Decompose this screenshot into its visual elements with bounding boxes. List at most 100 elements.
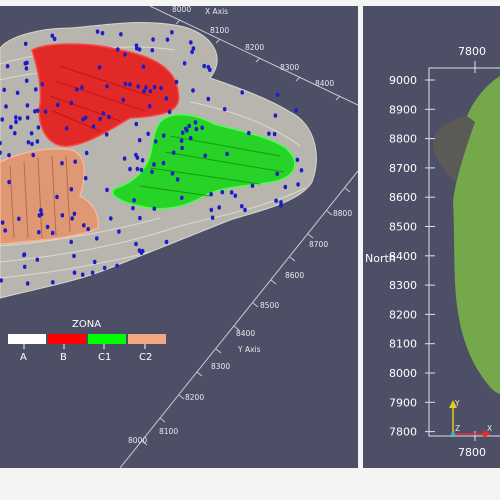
y-tick-8400: 8400 <box>236 329 255 338</box>
x-axis-ticks: 8000 X Axis 8100 8200 8300 8400 <box>172 6 341 101</box>
drill-hole-dot <box>190 49 194 55</box>
drill-hole-dot <box>210 215 215 220</box>
drill-hole-dot <box>267 131 271 136</box>
drill-hole-dot <box>9 124 13 130</box>
drill-hole-dot <box>184 126 188 131</box>
drill-hole-dot <box>34 87 38 92</box>
drill-hole-dot <box>180 195 184 200</box>
drill-hole-dot <box>208 67 212 72</box>
drill-hole-dot <box>141 64 146 69</box>
orientation-triad: Y Z X <box>449 399 492 438</box>
drill-hole-dot <box>86 226 90 232</box>
drill-hole-dot <box>50 230 55 236</box>
drill-hole-dot <box>60 161 64 166</box>
drill-hole-dot <box>13 131 17 136</box>
drill-hole-dot <box>121 97 126 103</box>
drill-hole-dot <box>136 84 140 89</box>
zone-b-region <box>31 43 180 147</box>
drill-hole-dot <box>92 259 97 265</box>
drill-hole-dot <box>250 183 255 188</box>
drill-hole-dot <box>276 92 280 98</box>
zone-c1-region <box>111 113 296 210</box>
drill-hole-dot <box>101 111 106 116</box>
y-tick-8700: 8700 <box>309 240 328 249</box>
y-axis-line <box>119 170 358 468</box>
drill-hole-dot <box>140 158 145 163</box>
drill-hole-dot <box>171 150 176 155</box>
drill-hole-dot <box>222 107 227 112</box>
drill-hole-dot <box>229 190 234 195</box>
drill-hole-dot <box>52 36 57 42</box>
legend-swatch-a <box>8 334 46 344</box>
drill-hole-dot <box>75 87 79 92</box>
drill-hole-dot <box>134 241 138 247</box>
drill-hole-dot <box>72 211 77 216</box>
x-axis-title: X Axis <box>205 7 228 16</box>
drill-hole-dot <box>15 90 20 96</box>
drill-hole-dot <box>144 85 148 90</box>
drill-hole-dot <box>193 120 198 125</box>
drill-hole-dot <box>25 281 30 286</box>
drill-hole-dot <box>80 85 84 90</box>
drill-hole-dot <box>90 270 95 275</box>
drill-hole-dot <box>202 63 206 69</box>
drill-hole-dot <box>180 145 184 151</box>
drill-hole-dot <box>0 220 5 225</box>
legend-swatch-c1 <box>88 334 126 344</box>
drill-hole-dot <box>203 153 207 158</box>
x-tick-8200: 8200 <box>245 43 264 52</box>
drill-hole-dot <box>179 138 184 143</box>
north-tick-label: 8600 <box>389 191 417 204</box>
drill-hole-dot <box>146 131 150 136</box>
drill-hole-dot <box>100 31 105 36</box>
drill-hole-dot <box>275 171 280 176</box>
drill-hole-dot <box>294 108 298 113</box>
drill-hole-dot <box>24 78 29 83</box>
drill-hole-dot <box>69 239 73 245</box>
drill-hole-dot <box>151 37 155 42</box>
drill-hole-dot <box>39 212 44 217</box>
drill-hole-dot <box>37 230 41 235</box>
drill-hole-dot <box>119 32 123 37</box>
legend-label-c2: C2 <box>139 352 152 363</box>
left-3d-scene: 8000 X Axis 8100 8200 8300 8400 <box>0 6 358 468</box>
drill-hole-dot <box>128 166 132 172</box>
y-tick-8000: 8000 <box>128 436 147 445</box>
drill-hole-dot <box>18 116 22 121</box>
drill-hole-dot <box>295 157 300 162</box>
drill-hole-dot <box>240 204 244 209</box>
drill-hole-dot <box>51 280 55 285</box>
drill-hole-dot <box>107 114 111 120</box>
drill-hole-dot <box>217 205 221 210</box>
y-tick-8300: 8300 <box>211 362 230 371</box>
pit-shadow-region <box>433 116 475 182</box>
drill-hole-dot <box>150 48 155 53</box>
drill-hole-dot <box>159 85 163 91</box>
north-axis-ticks: 9000 8900 8800 8700 8600 8500 8400 8300 8200 8100… <box>389 74 435 439</box>
drill-hole-dot <box>29 131 34 136</box>
drill-hole-dot <box>189 40 193 45</box>
drill-hole-dot <box>170 171 175 176</box>
drill-hole-dot <box>147 104 152 109</box>
drill-hole-dot <box>128 82 132 87</box>
drill-hole-dot <box>60 213 65 218</box>
drill-hole-dot <box>283 184 288 190</box>
drill-hole-dot <box>82 223 86 228</box>
x-tick-8400: 8400 <box>315 79 334 88</box>
drill-hole-dot <box>105 187 109 193</box>
drill-hole-dot <box>56 102 60 108</box>
left-3d-viewport[interactable]: 8000 X Axis 8100 8200 8300 8400 <box>0 6 358 468</box>
drill-hole-dot <box>31 152 35 158</box>
drill-hole-dot <box>279 200 283 205</box>
drill-hole-dot <box>64 126 69 131</box>
drill-hole-dot <box>43 109 48 114</box>
right-plan-viewport[interactable]: 7800 7800 9000 8900 8800 8700 8600 8500 8400 83… <box>363 6 500 468</box>
drill-hole-dot <box>24 66 29 71</box>
drill-hole-dot <box>299 168 304 173</box>
drill-hole-dot <box>104 132 109 137</box>
drill-hole-dot <box>142 89 146 94</box>
drill-hole-dot <box>209 192 213 197</box>
legend-title: ZONA <box>72 319 101 330</box>
drill-hole-dot <box>164 239 169 245</box>
drill-hole-dot <box>3 228 7 233</box>
